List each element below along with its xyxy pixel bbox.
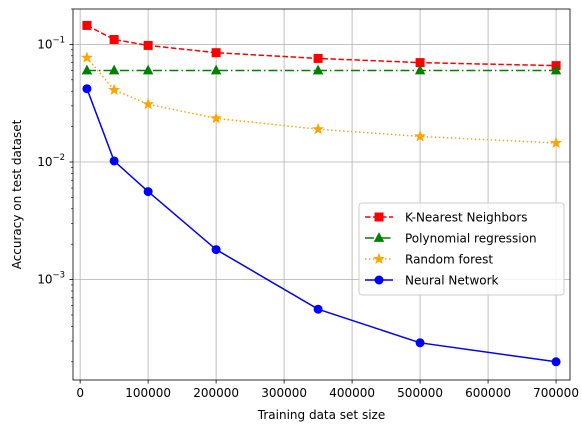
legend-label: K-Nearest Neighbors <box>405 211 528 225</box>
legend-entry: Polynomial regression <box>365 232 537 246</box>
y-axis-label: Accuracy on test dataset <box>10 119 24 269</box>
legend-marker <box>374 275 384 285</box>
data-point <box>414 64 426 75</box>
data-point <box>143 187 153 197</box>
x-tick-label: 500000 <box>397 386 443 400</box>
series-3 <box>82 84 561 367</box>
series-2 <box>80 51 563 149</box>
plot-area-frame <box>72 8 571 381</box>
data-point <box>81 64 93 75</box>
data-point <box>143 40 153 50</box>
data-point <box>108 64 120 75</box>
y-tick-label: 10−2 <box>37 153 65 169</box>
x-tick-label: 600000 <box>465 386 511 400</box>
legend-entry: Neural Network <box>365 274 499 288</box>
data-point <box>550 64 562 75</box>
data-point <box>312 64 324 75</box>
data-point <box>80 51 93 63</box>
data-point <box>551 357 561 367</box>
x-tick-label: 200000 <box>193 386 239 400</box>
data-point <box>142 97 155 110</box>
data-point <box>313 53 323 63</box>
y-tick-label: 10−3 <box>37 271 65 287</box>
data-point <box>312 122 325 135</box>
data-point <box>210 64 222 75</box>
x-tick-label: 700000 <box>533 386 579 400</box>
x-tick-label: 0 <box>76 386 84 400</box>
data-point <box>414 130 427 142</box>
data-point <box>211 245 221 255</box>
x-tick-label: 100000 <box>125 386 171 400</box>
legend-label: Polynomial regression <box>405 232 537 246</box>
series-0 <box>82 20 561 71</box>
legend-marker <box>373 252 385 265</box>
data-point <box>109 156 119 166</box>
legend-entry: K-Nearest Neighbors <box>365 211 528 225</box>
data-point <box>82 20 92 30</box>
data-point <box>109 35 119 45</box>
data-point <box>550 136 563 149</box>
legend-marker <box>374 212 384 222</box>
data-point <box>415 338 425 348</box>
x-tick-label: 400000 <box>329 386 375 400</box>
legend-frame <box>358 202 565 296</box>
data-point <box>313 304 323 314</box>
legend-marker <box>373 232 385 242</box>
legend-label: Random forest <box>405 253 493 267</box>
data-point <box>108 83 121 95</box>
legend-label: Neural Network <box>405 274 499 288</box>
data-point <box>210 112 223 124</box>
series-1 <box>81 64 562 75</box>
data-point <box>142 64 154 75</box>
data-point <box>82 84 92 94</box>
axes: 0 100000 200000 300000 400000 500000 600000 700… <box>37 8 579 400</box>
x-axis-label: Training data set size <box>257 408 385 422</box>
series-layer <box>80 20 563 367</box>
x-tick-label: 300000 <box>261 386 307 400</box>
y-tick-label: 10−1 <box>37 35 65 51</box>
data-point <box>211 48 221 58</box>
legend: K-Nearest Neighbors Polynomial regression… <box>358 202 565 296</box>
legend-entry: Random forest <box>365 253 493 267</box>
